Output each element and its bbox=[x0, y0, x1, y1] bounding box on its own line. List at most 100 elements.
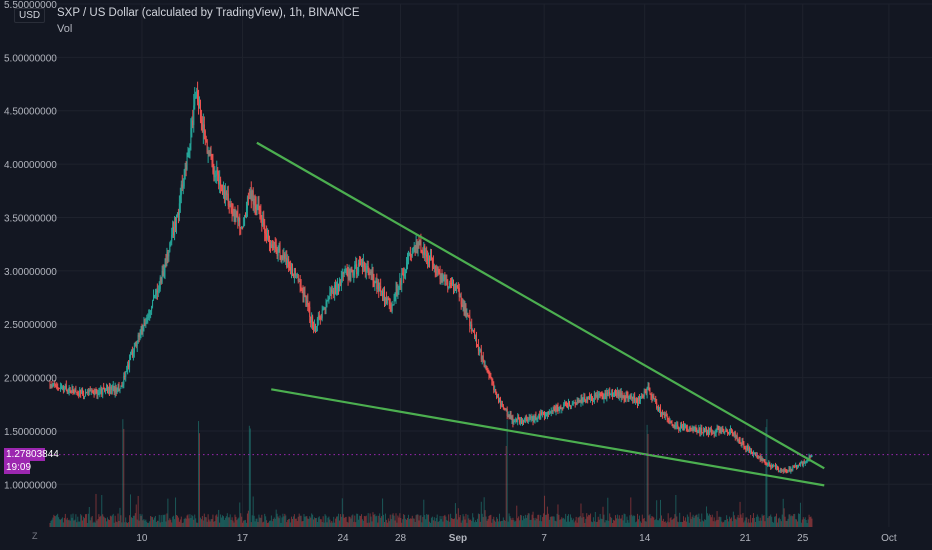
volume-bar bbox=[222, 516, 224, 527]
volume-indicator-label[interactable]: Vol bbox=[57, 23, 73, 35]
volume-bar bbox=[388, 521, 390, 527]
candle-body bbox=[448, 287, 450, 289]
candle-body bbox=[675, 425, 677, 428]
volume-bar bbox=[606, 520, 608, 527]
candle-body bbox=[618, 391, 620, 397]
candle-body bbox=[339, 281, 341, 286]
candle-body bbox=[635, 400, 637, 402]
volume-bar bbox=[779, 519, 781, 527]
volume-bar bbox=[568, 521, 570, 527]
volume-bar bbox=[410, 518, 412, 527]
volume-bar bbox=[328, 516, 330, 527]
volume-bar bbox=[761, 514, 763, 527]
candle-body bbox=[756, 455, 758, 457]
candle-body bbox=[801, 462, 803, 465]
volume-bar bbox=[437, 521, 439, 527]
volume-bar bbox=[291, 516, 293, 527]
candle-body bbox=[293, 268, 295, 278]
volume-bar bbox=[679, 512, 681, 527]
x-tick-label: Sep bbox=[449, 533, 467, 544]
volume-bar bbox=[306, 516, 308, 527]
candle-body bbox=[391, 304, 393, 312]
volume-bar bbox=[530, 519, 532, 527]
volume-bar bbox=[54, 515, 56, 527]
volume-bar bbox=[378, 515, 380, 527]
candle-body bbox=[234, 213, 236, 218]
candle-body bbox=[615, 392, 617, 395]
candle-body bbox=[464, 305, 466, 310]
volume-bar bbox=[123, 428, 125, 527]
candle-body bbox=[387, 298, 389, 300]
volume-bar bbox=[612, 522, 614, 527]
volume-bar bbox=[475, 520, 477, 527]
volume-bar bbox=[550, 516, 552, 527]
candle-body bbox=[257, 204, 259, 209]
candle-body bbox=[530, 417, 532, 419]
volume-bar bbox=[668, 522, 670, 527]
volume-bar bbox=[576, 522, 578, 527]
volume-bar bbox=[506, 419, 508, 527]
candle-body bbox=[550, 411, 552, 413]
volume-bar bbox=[463, 516, 465, 527]
candle-body bbox=[152, 300, 154, 307]
candle-body bbox=[307, 300, 309, 305]
candle-body bbox=[235, 211, 237, 218]
volume-bar bbox=[492, 519, 494, 527]
candle-body bbox=[252, 190, 254, 205]
candle-body bbox=[535, 415, 537, 420]
candle-body bbox=[118, 385, 120, 389]
currency-selector[interactable]: USD bbox=[14, 8, 46, 23]
volume-bar bbox=[613, 519, 615, 527]
volume-bar bbox=[710, 517, 712, 527]
volume-bar bbox=[548, 519, 550, 527]
volume-bar bbox=[352, 514, 354, 527]
candle-body bbox=[736, 435, 738, 441]
volume-bar bbox=[223, 519, 225, 527]
candle-body bbox=[805, 462, 807, 464]
candle-body bbox=[716, 428, 718, 433]
volume-bar bbox=[329, 519, 331, 527]
candle-body bbox=[804, 462, 806, 464]
candle-body bbox=[468, 315, 470, 317]
candle-body bbox=[681, 424, 683, 428]
candle-body bbox=[633, 396, 635, 399]
candle-body bbox=[178, 203, 180, 216]
volume-bar bbox=[454, 503, 456, 527]
volume-bar bbox=[656, 500, 658, 527]
volume-bar bbox=[81, 515, 83, 527]
volume-bar bbox=[541, 521, 543, 527]
candle-body bbox=[220, 179, 222, 187]
candle-body bbox=[240, 227, 242, 229]
candle-body bbox=[702, 432, 704, 434]
candle-body bbox=[773, 466, 775, 468]
candle-body bbox=[52, 383, 54, 388]
volume-bar bbox=[524, 514, 526, 527]
volume-bar bbox=[547, 513, 549, 527]
candle-body bbox=[722, 428, 724, 430]
candle-body bbox=[625, 394, 627, 400]
candle-body bbox=[314, 325, 316, 330]
volume-bar bbox=[639, 521, 641, 527]
candle-body bbox=[185, 168, 187, 170]
volume-bar bbox=[513, 520, 515, 527]
volume-bar bbox=[663, 521, 665, 527]
volume-bar bbox=[129, 515, 131, 527]
candle-body bbox=[664, 414, 666, 417]
candle-body bbox=[740, 442, 742, 445]
volume-bar bbox=[664, 521, 666, 527]
volume-bar bbox=[83, 516, 85, 527]
candle-body bbox=[288, 259, 290, 268]
candle-body bbox=[474, 332, 476, 337]
volume-bar bbox=[556, 513, 558, 527]
volume-bar bbox=[630, 497, 632, 527]
volume-bar bbox=[230, 519, 232, 527]
candle-body bbox=[335, 285, 337, 290]
volume-bar bbox=[233, 522, 235, 527]
volume-bar bbox=[607, 497, 609, 527]
timezone-icon[interactable]: Z bbox=[32, 531, 38, 541]
volume-bar bbox=[111, 515, 113, 527]
candle-body bbox=[536, 418, 538, 420]
volume-bar bbox=[611, 517, 613, 527]
candle-body bbox=[606, 392, 608, 399]
